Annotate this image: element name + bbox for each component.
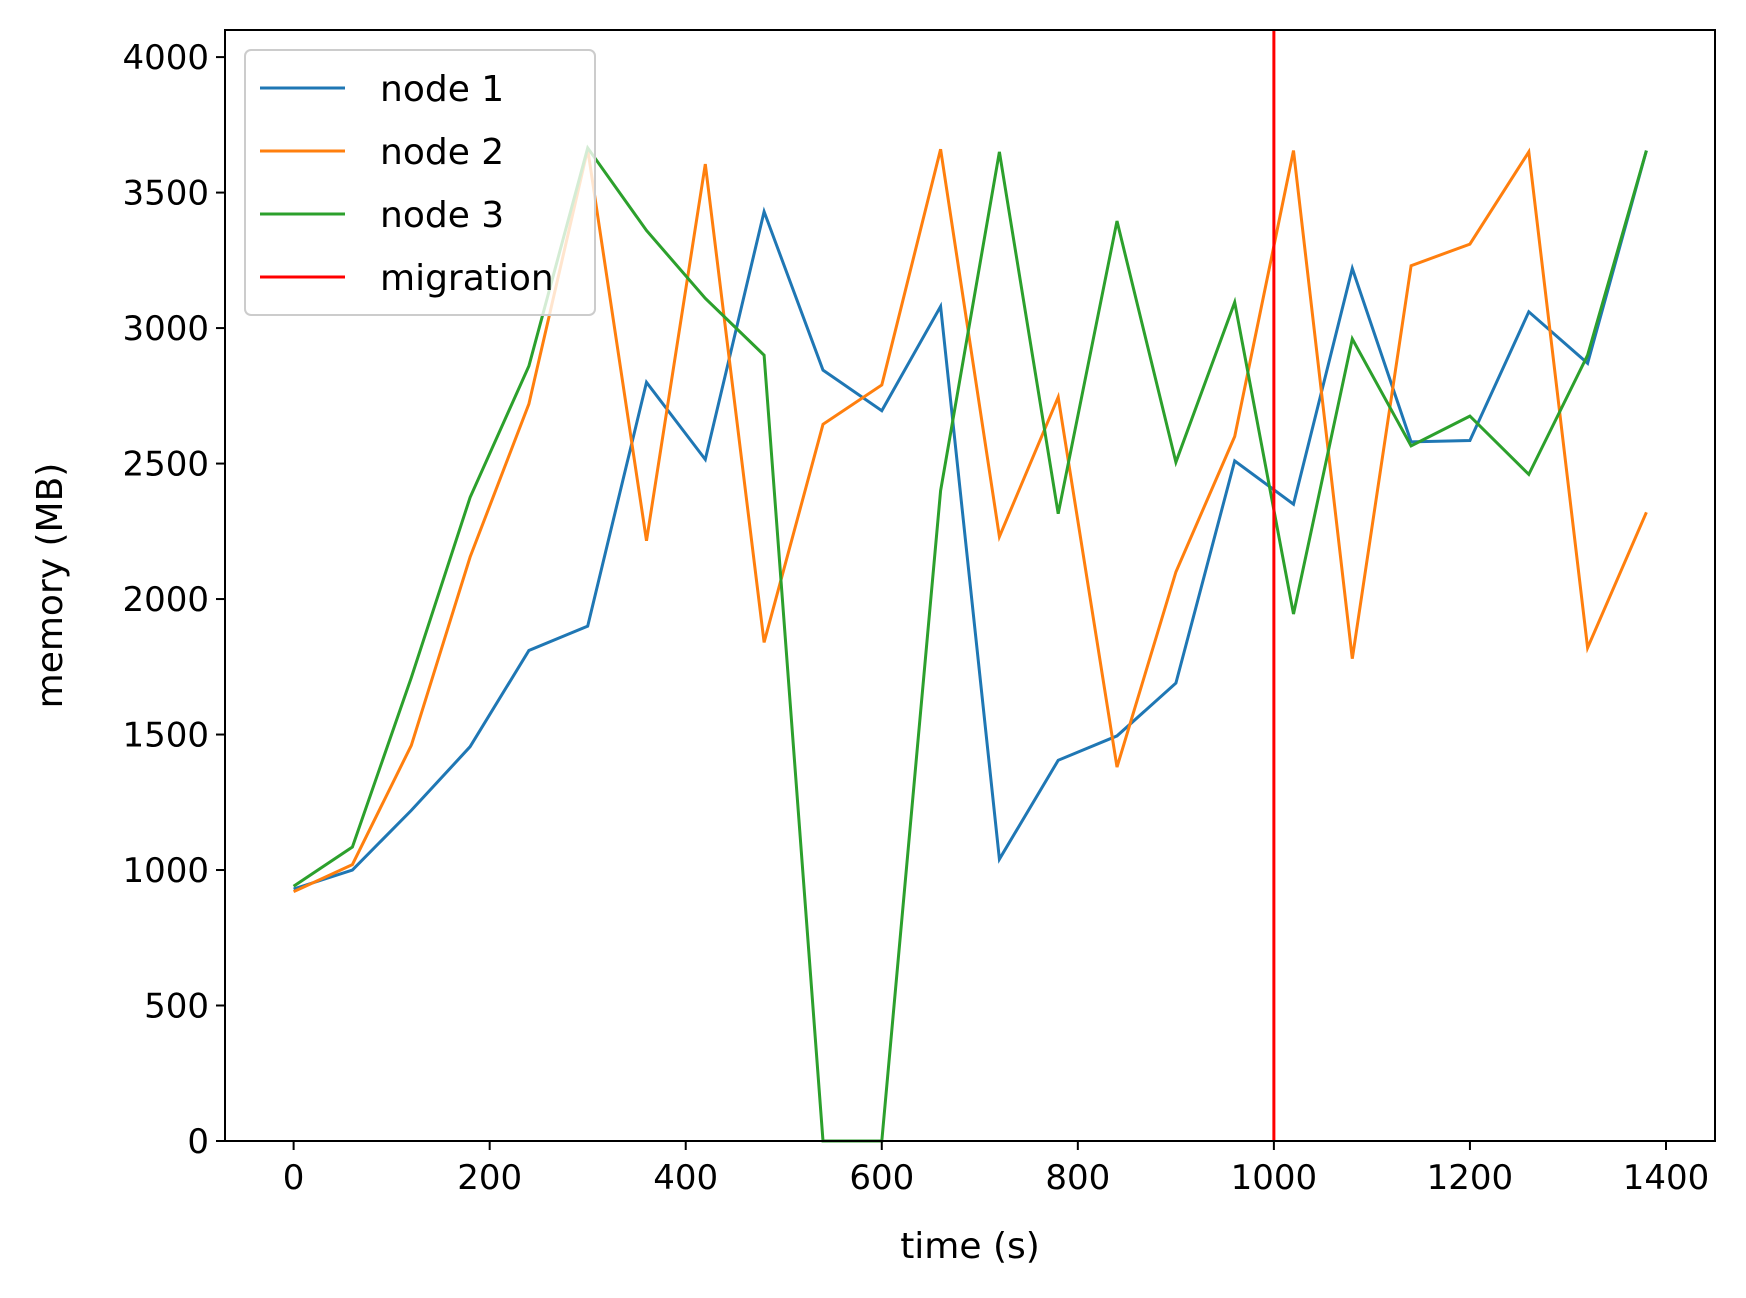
legend-box	[244, 49, 596, 316]
x-tick-label: 800	[1045, 1158, 1110, 1198]
x-tick-label: 1400	[1623, 1158, 1710, 1198]
y-tick-label: 1000	[122, 851, 209, 891]
x-tick-label: 1200	[1427, 1158, 1514, 1198]
y-axis-label: memory (MB)	[30, 463, 71, 709]
legend: node 1 node 2 node 3 migration	[244, 49, 596, 316]
axes: 0 200 400 600 800 1000 1200 1400 0 500 1000 1500 200…	[122, 29, 1716, 1198]
plot-marks	[292, 30, 1648, 1143]
y-tick-label: 3500	[122, 174, 209, 214]
legend-label: migration	[380, 258, 554, 299]
y-tick-label: 2000	[122, 580, 209, 620]
x-tick-label: 600	[849, 1158, 914, 1198]
legend-label: node 3	[380, 195, 504, 236]
y-tick-label: 0	[187, 1122, 209, 1162]
x-axis-label: time (s)	[900, 1226, 1040, 1267]
y-tick-label: 4000	[122, 38, 209, 78]
y-tick-label: 500	[144, 987, 209, 1027]
legend-label: node 2	[380, 132, 504, 173]
y-tick-label: 3000	[122, 309, 209, 349]
x-tick-label: 1000	[1231, 1158, 1318, 1198]
plot-frame	[224, 29, 1716, 1142]
series-line-3	[292, 144, 1648, 1143]
x-tick-label: 200	[457, 1158, 522, 1198]
y-tick-label: 2500	[122, 445, 209, 485]
series-line-2	[292, 147, 1648, 894]
legend-label: node 1	[380, 69, 504, 110]
x-tick-label: 0	[283, 1158, 305, 1198]
y-tick-label: 1500	[122, 716, 209, 756]
x-tick-label: 400	[653, 1158, 718, 1198]
